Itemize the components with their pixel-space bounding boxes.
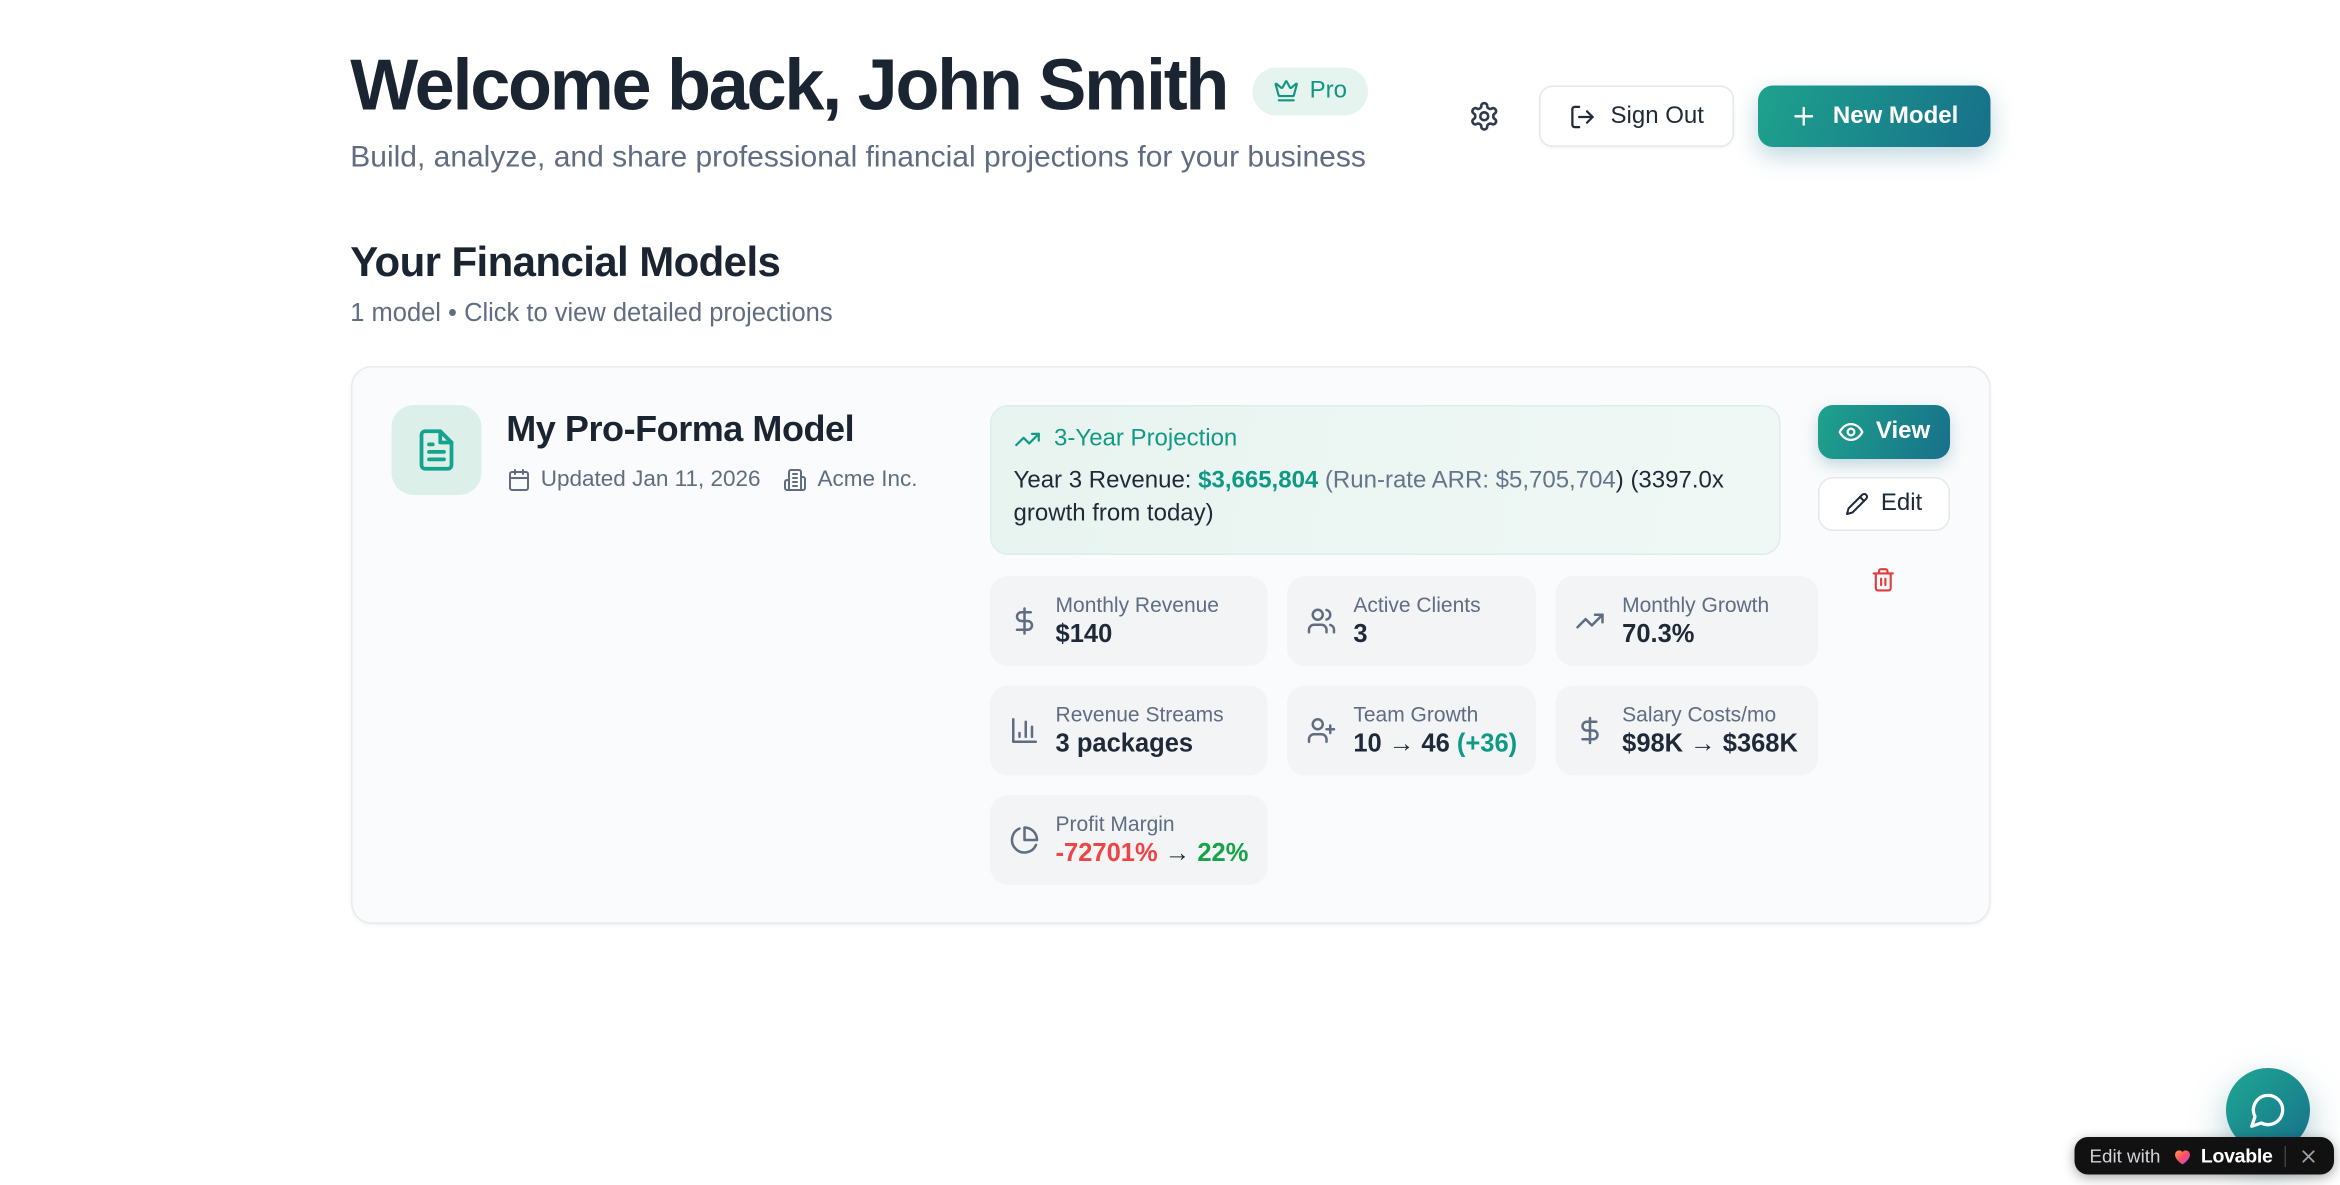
view-label: View [1875, 418, 1931, 445]
models-section-header: Your Financial Models 1 model • Click to… [350, 239, 1990, 329]
edit-label: Edit [1880, 490, 1923, 517]
settings-button[interactable] [1462, 95, 1506, 139]
stat-label: Profit Margin [1055, 812, 1175, 837]
header-actions: Sign Out New Model [1462, 85, 1990, 147]
stat-label: Monthly Revenue [1055, 593, 1219, 618]
new-model-label: New Model [1832, 102, 1959, 129]
stat-value: 10 → 46 (+36) [1353, 729, 1518, 759]
model-doc-tile [390, 405, 481, 496]
plus-icon [1789, 102, 1818, 131]
stat-label: Revenue Streams [1055, 702, 1224, 727]
trending-up-icon [1576, 607, 1606, 637]
stats-grid: Monthly Revenue $140 Active Clients 3 Monthl… [989, 576, 1818, 886]
model-card-actions: View Edit [1817, 405, 1950, 885]
stat-label: Monthly Growth [1622, 593, 1770, 618]
dollar-sign-icon [1576, 716, 1606, 746]
bar-chart-icon [1009, 716, 1039, 746]
stat-label: Salary Costs/mo [1622, 702, 1777, 727]
lovable-brand-label: Lovable [2200, 1144, 2273, 1168]
stat-tile: Active Clients 3 [1287, 576, 1537, 667]
model-title-block: My Pro-Forma Model Updated Jan 11, 2026 … [506, 405, 918, 493]
delete-button[interactable] [1866, 563, 1901, 598]
lovable-logo-icon [2172, 1145, 2193, 1166]
company-meta: Acme Inc. [783, 466, 918, 493]
calendar-icon [506, 468, 530, 492]
log-out-icon [1569, 103, 1596, 130]
stat-tile: Monthly Revenue $140 [989, 576, 1268, 667]
stat-value: 3 packages [1055, 729, 1194, 759]
stat-value: 3 [1353, 620, 1368, 649]
eye-icon [1837, 419, 1864, 446]
stat-value: 70.3% [1622, 620, 1695, 649]
stat-value: $98K → $368K [1622, 729, 1798, 759]
sign-out-button[interactable]: Sign Out [1538, 85, 1734, 147]
file-text-icon [413, 428, 458, 473]
lovable-prefix: Edit with [2089, 1145, 2161, 1167]
page-title: Welcome back, John Smith [350, 46, 1229, 127]
projection-summary: Year 3 Revenue: $3,665,804 (Run-rate ARR… [1013, 468, 1724, 527]
section-subtitle: 1 model • Click to view detailed project… [350, 298, 833, 328]
model-card[interactable]: My Pro-Forma Model Updated Jan 11, 2026 … [350, 366, 1990, 925]
trash-icon [1871, 567, 1897, 593]
header-text: Welcome back, John Smith Pro Build, anal… [350, 45, 1369, 176]
page-subtitle: Build, analyze, and share professional f… [350, 141, 1366, 175]
pie-chart-icon [1009, 826, 1039, 856]
model-card-metrics: 3-Year Projection Year 3 Revenue: $3,665… [989, 405, 1818, 886]
edit-button[interactable]: Edit [1817, 477, 1950, 532]
stat-value: $140 [1055, 620, 1113, 649]
crown-icon [1274, 78, 1300, 104]
stat-label: Active Clients [1353, 593, 1481, 618]
stat-tile: Monthly Growth 70.3% [1556, 576, 1818, 667]
building-icon [783, 468, 807, 492]
model-name: My Pro-Forma Model [506, 409, 855, 451]
stat-tile: Team Growth 10 → 46 (+36) [1287, 686, 1537, 777]
trending-up-icon [1014, 426, 1041, 453]
section-title: Your Financial Models [350, 238, 781, 286]
badge-close-button[interactable] [2298, 1145, 2319, 1166]
new-model-button[interactable]: New Model [1757, 85, 1990, 147]
gear-icon [1468, 101, 1500, 133]
view-button[interactable]: View [1817, 405, 1950, 460]
pro-badge-label: Pro [1309, 77, 1348, 103]
chat-bubble-icon [2249, 1091, 2288, 1130]
lovable-badge: Edit with Lovable [2074, 1137, 2334, 1175]
stat-value: -72701% → 22% [1055, 839, 1249, 868]
page-header: Welcome back, John Smith Pro Build, anal… [350, 45, 1990, 176]
stat-label: Team Growth [1353, 702, 1479, 727]
updated-meta: Updated Jan 11, 2026 [506, 466, 761, 493]
users-icon [1307, 607, 1337, 637]
stat-tile: Revenue Streams 3 packages [989, 686, 1268, 777]
stat-tile: Salary Costs/mo $98K → $368K [1556, 686, 1818, 777]
stat-tile: Profit Margin -72701% → 22% [989, 795, 1268, 886]
pro-badge: Pro [1252, 66, 1369, 115]
sign-out-label: Sign Out [1610, 102, 1704, 129]
lovable-link[interactable]: Lovable [2172, 1144, 2273, 1168]
model-card-info: My Pro-Forma Model Updated Jan 11, 2026 … [390, 405, 918, 885]
user-plus-icon [1307, 716, 1337, 746]
close-icon [2298, 1145, 2319, 1166]
company-label: Acme Inc. [817, 466, 918, 493]
pencil-icon [1845, 492, 1869, 516]
dollar-sign-icon [1009, 607, 1039, 637]
updated-label: Updated Jan 11, 2026 [540, 466, 761, 493]
projection-box: 3-Year Projection Year 3 Revenue: $3,665… [989, 405, 1781, 556]
projection-title: 3-Year Projection [1054, 426, 1238, 452]
badge-divider [2284, 1145, 2286, 1167]
